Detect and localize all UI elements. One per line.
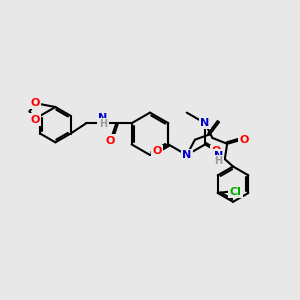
Text: N: N [214,151,223,160]
Text: O: O [152,146,162,156]
Text: O: O [239,135,249,145]
Text: N: N [98,113,107,123]
Text: N: N [200,118,210,128]
Text: H: H [214,157,222,166]
Text: Cl: Cl [230,187,242,196]
Text: O: O [106,136,115,146]
Text: O: O [212,146,221,156]
Text: O: O [31,115,40,125]
Text: H: H [99,119,107,129]
Text: O: O [31,98,40,108]
Text: N: N [182,150,191,160]
